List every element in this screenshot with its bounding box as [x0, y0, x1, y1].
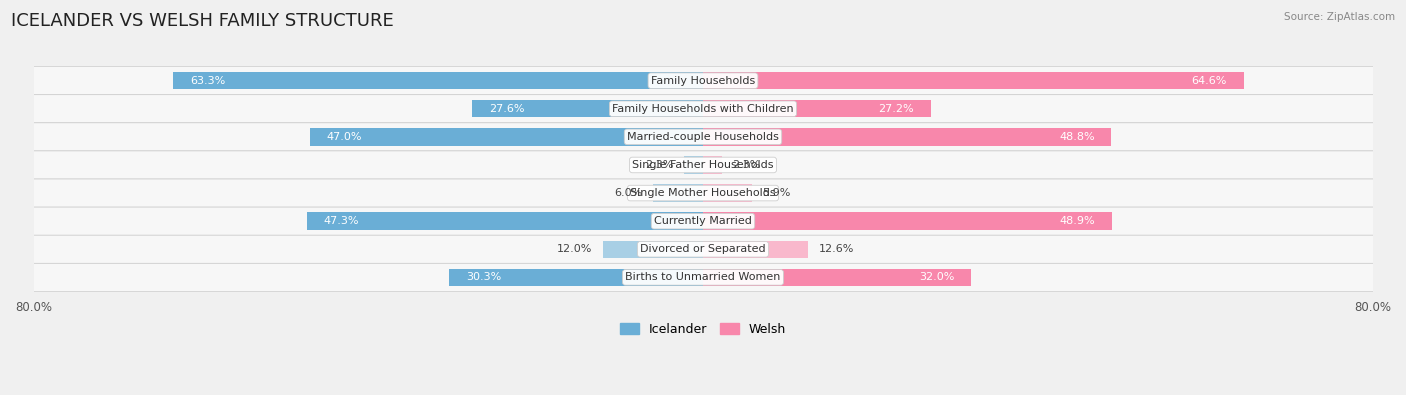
Bar: [603, 241, 703, 258]
Text: 48.9%: 48.9%: [1060, 216, 1095, 226]
Text: 27.2%: 27.2%: [879, 104, 914, 114]
FancyBboxPatch shape: [30, 207, 1376, 235]
Bar: [703, 100, 931, 117]
Bar: [703, 241, 808, 258]
Bar: [173, 72, 703, 89]
Bar: [703, 72, 1244, 89]
Bar: [450, 269, 703, 286]
Text: 30.3%: 30.3%: [467, 273, 502, 282]
FancyBboxPatch shape: [30, 123, 1376, 151]
Text: 63.3%: 63.3%: [190, 76, 225, 86]
Text: Divorced or Separated: Divorced or Separated: [640, 244, 766, 254]
Bar: [703, 128, 1111, 146]
Text: Family Households with Children: Family Households with Children: [612, 104, 794, 114]
Text: 2.3%: 2.3%: [733, 160, 761, 170]
Bar: [703, 213, 1112, 230]
Bar: [472, 100, 703, 117]
Text: Married-couple Households: Married-couple Households: [627, 132, 779, 142]
Text: Single Father Households: Single Father Households: [633, 160, 773, 170]
Text: Source: ZipAtlas.com: Source: ZipAtlas.com: [1284, 12, 1395, 22]
Text: 47.0%: 47.0%: [326, 132, 361, 142]
Text: Currently Married: Currently Married: [654, 216, 752, 226]
Text: ICELANDER VS WELSH FAMILY STRUCTURE: ICELANDER VS WELSH FAMILY STRUCTURE: [11, 12, 394, 30]
FancyBboxPatch shape: [30, 179, 1376, 207]
Text: 48.8%: 48.8%: [1059, 132, 1095, 142]
Text: 6.0%: 6.0%: [614, 188, 643, 198]
FancyBboxPatch shape: [30, 263, 1376, 292]
Bar: [652, 184, 703, 202]
Text: 2.3%: 2.3%: [645, 160, 673, 170]
Text: 27.6%: 27.6%: [489, 104, 524, 114]
Text: Births to Unmarried Women: Births to Unmarried Women: [626, 273, 780, 282]
Text: Family Households: Family Households: [651, 76, 755, 86]
Bar: [309, 128, 703, 146]
Bar: [307, 213, 703, 230]
Text: 12.0%: 12.0%: [557, 244, 592, 254]
Text: 12.6%: 12.6%: [818, 244, 853, 254]
Text: Single Mother Households: Single Mother Households: [630, 188, 776, 198]
Legend: Icelander, Welsh: Icelander, Welsh: [616, 318, 790, 341]
FancyBboxPatch shape: [30, 95, 1376, 123]
Text: 64.6%: 64.6%: [1191, 76, 1227, 86]
Text: 32.0%: 32.0%: [918, 273, 955, 282]
FancyBboxPatch shape: [30, 151, 1376, 179]
Text: 5.9%: 5.9%: [762, 188, 790, 198]
Bar: [683, 156, 703, 174]
Bar: [703, 156, 723, 174]
FancyBboxPatch shape: [30, 67, 1376, 95]
FancyBboxPatch shape: [30, 235, 1376, 263]
Bar: [703, 269, 970, 286]
Bar: [703, 184, 752, 202]
Text: 47.3%: 47.3%: [323, 216, 360, 226]
